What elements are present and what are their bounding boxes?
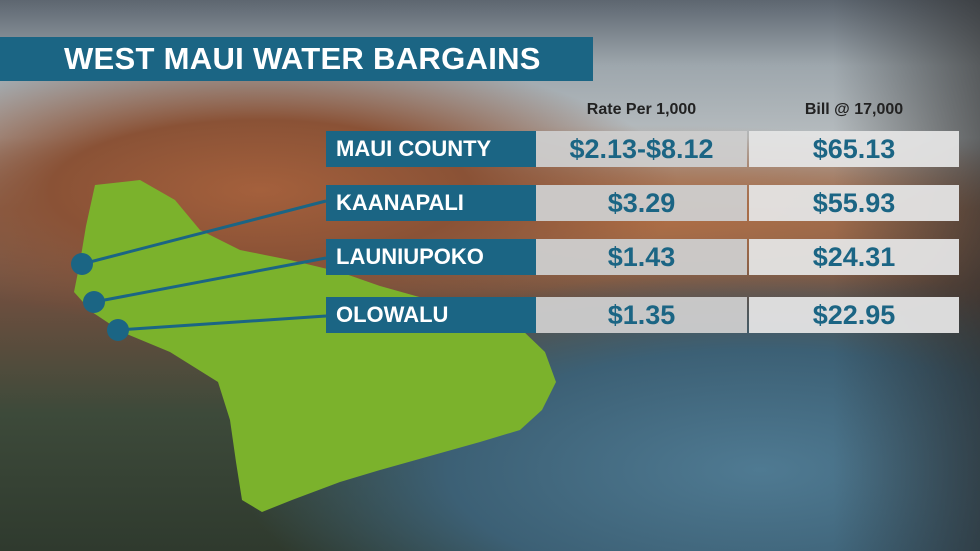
bill-cell: $24.31 [749, 239, 959, 275]
table-row: OLOWALU $1.35 $22.95 [326, 297, 959, 333]
bill-cell: $22.95 [749, 297, 959, 333]
rate-cell: $3.29 [536, 185, 747, 221]
bill-cell: $55.93 [749, 185, 959, 221]
connector-line-kaanapali [81, 199, 327, 266]
connector-line-launiupoko [93, 256, 327, 304]
graphic-title: WEST MAUI WATER BARGAINS [0, 37, 593, 81]
rate-cell: $1.43 [536, 239, 747, 275]
west-maui-island-shape [74, 180, 556, 512]
column-header-rate: Rate Per 1,000 [586, 101, 697, 118]
location-dot-launiupoko [83, 291, 105, 313]
row-label: KAANAPALI [326, 185, 536, 221]
table-row: LAUNIUPOKO $1.43 $24.31 [326, 239, 959, 275]
row-label: LAUNIUPOKO [326, 239, 536, 275]
row-label: OLOWALU [326, 297, 536, 333]
row-label: MAUI COUNTY [326, 131, 536, 167]
location-dot-kaanapali [71, 253, 93, 275]
column-header-bill: Bill @ 17,000 [804, 101, 904, 118]
table-row: MAUI COUNTY $2.13-$8.12 $65.13 [326, 131, 959, 167]
connector-line-olowalu [117, 314, 327, 332]
bill-cell: $65.13 [749, 131, 959, 167]
table-row: KAANAPALI $3.29 $55.93 [326, 185, 959, 221]
rate-cell: $1.35 [536, 297, 747, 333]
location-dot-olowalu [107, 319, 129, 341]
rate-cell: $2.13-$8.12 [536, 131, 747, 167]
